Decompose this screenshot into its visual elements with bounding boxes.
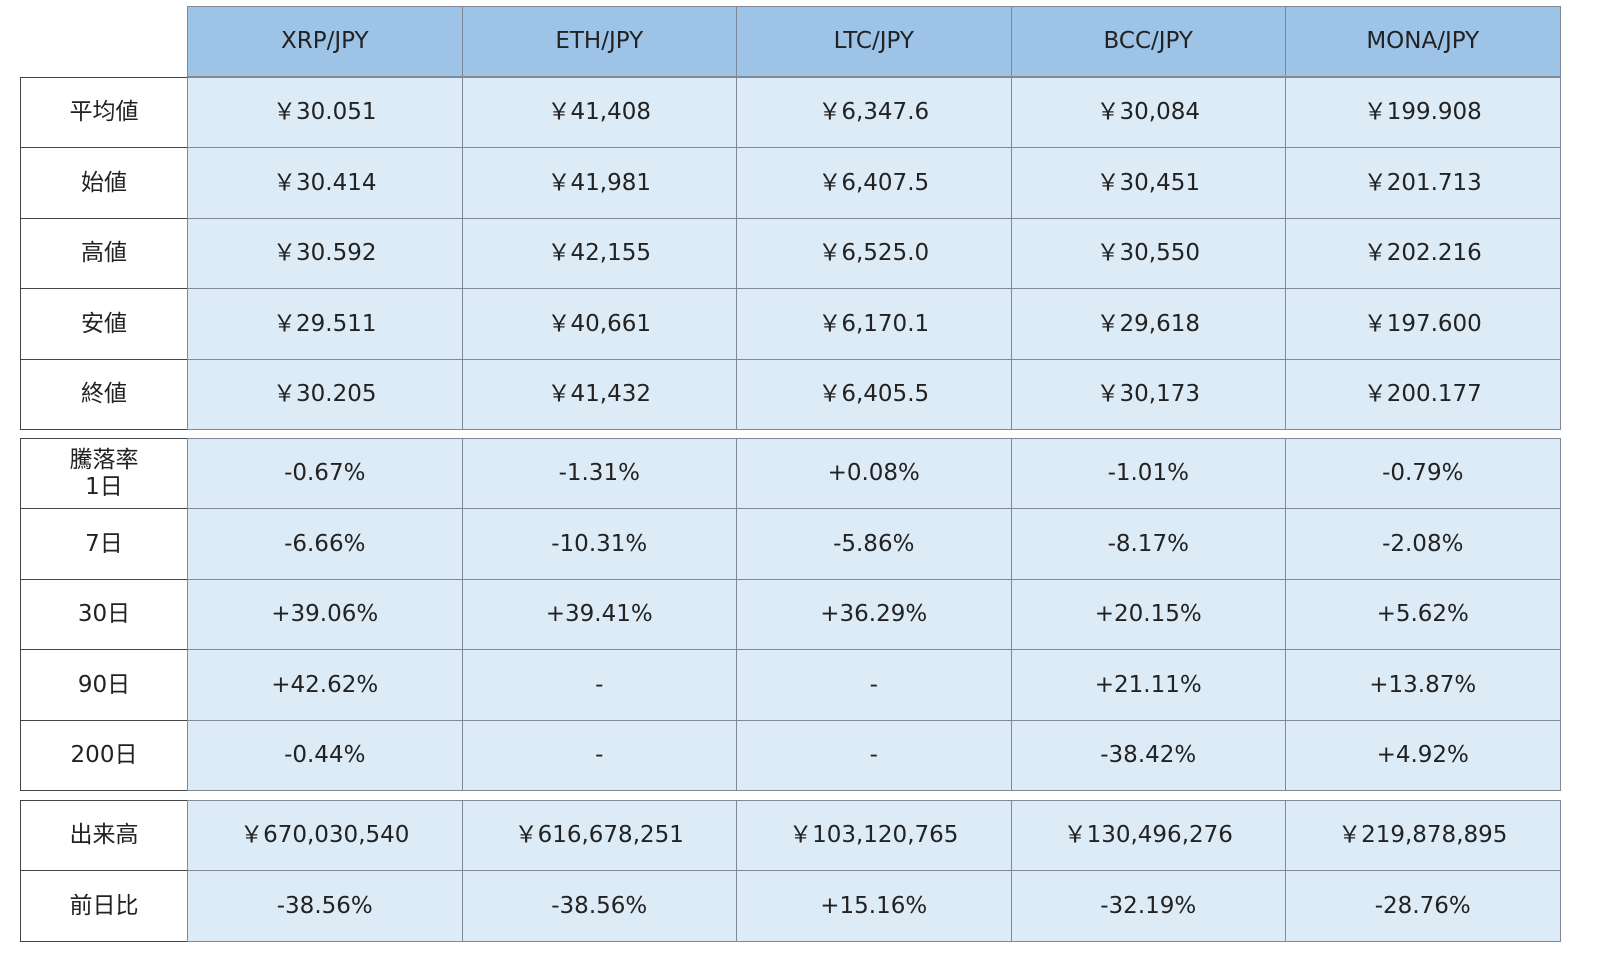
cell: -1.31%	[461, 438, 737, 510]
cell: -0.67%	[187, 438, 463, 510]
row-label: 平均値	[20, 77, 188, 149]
cell: ￥42,155	[461, 217, 737, 290]
cell: ￥6,405.5	[736, 358, 1012, 430]
cell: ￥30.205	[187, 358, 463, 430]
cell: -5.86%	[736, 508, 1012, 580]
cell: +13.87%	[1285, 649, 1561, 721]
cell: ￥201.713	[1285, 147, 1561, 219]
cell: ￥6,347.6	[736, 77, 1012, 149]
cell: ￥30,084	[1010, 77, 1286, 149]
row-label: 前日比	[20, 870, 188, 942]
column-header: XRP/JPY	[187, 6, 463, 77]
cell: -0.79%	[1285, 438, 1561, 510]
cell: -8.17%	[1010, 508, 1286, 580]
row-label: 高値	[20, 217, 188, 290]
cell: -38.56%	[461, 870, 737, 942]
cell: +4.92%	[1285, 719, 1561, 791]
cell: -2.08%	[1285, 508, 1561, 580]
cell: ￥6,525.0	[736, 217, 1012, 290]
cell: ￥30.051	[187, 77, 463, 149]
cell: +36.29%	[736, 578, 1012, 651]
cell: +39.41%	[461, 578, 737, 651]
cell: ￥41,432	[461, 358, 737, 430]
cell: -28.76%	[1285, 870, 1561, 942]
cell: ￥41,408	[461, 77, 737, 149]
cell: +39.06%	[187, 578, 463, 651]
cell: ￥41,981	[461, 147, 737, 219]
row-label: 200日	[20, 719, 188, 791]
cell: ￥103,120,765	[736, 800, 1012, 872]
row-label: 終値	[20, 358, 188, 430]
cell: +42.62%	[187, 649, 463, 721]
row-label: 騰落率 1日	[20, 438, 188, 510]
cell: ￥670,030,540	[187, 800, 463, 872]
cell: ￥130,496,276	[1010, 800, 1286, 872]
cell: ￥29,618	[1010, 288, 1286, 360]
row-label: 30日	[20, 578, 188, 651]
column-header: ETH/JPY	[461, 6, 737, 77]
column-header: MONA/JPY	[1285, 6, 1561, 77]
cell: -	[461, 649, 737, 721]
cell: -38.56%	[187, 870, 463, 942]
cell: ￥40,661	[461, 288, 737, 360]
cell: ￥30,451	[1010, 147, 1286, 219]
cell: ￥202.216	[1285, 217, 1561, 290]
cell: ￥29.511	[187, 288, 463, 360]
cell: -32.19%	[1010, 870, 1286, 942]
row-label: 90日	[20, 649, 188, 721]
cell: +20.15%	[1010, 578, 1286, 651]
cell: +21.11%	[1010, 649, 1286, 721]
cell: +5.62%	[1285, 578, 1561, 651]
column-header: LTC/JPY	[736, 6, 1012, 77]
cell: -	[736, 719, 1012, 791]
row-label: 7日	[20, 508, 188, 580]
cell: +0.08%	[736, 438, 1012, 510]
row-label: 安値	[20, 288, 188, 360]
cell: -0.44%	[187, 719, 463, 791]
cell: -6.66%	[187, 508, 463, 580]
cell: ￥197.600	[1285, 288, 1561, 360]
cell: ￥30.592	[187, 217, 463, 290]
cell: -1.01%	[1010, 438, 1286, 510]
cell: -	[461, 719, 737, 791]
cell: -	[736, 649, 1012, 721]
cell: ￥616,678,251	[461, 800, 737, 872]
cell: ￥6,407.5	[736, 147, 1012, 219]
column-header: BCC/JPY	[1010, 6, 1286, 77]
row-label: 出来高	[20, 800, 188, 872]
row-label: 始値	[20, 147, 188, 219]
cell: +15.16%	[736, 870, 1012, 942]
cell: ￥199.908	[1285, 77, 1561, 149]
cell: -38.42%	[1010, 719, 1286, 791]
cell: ￥200.177	[1285, 358, 1561, 430]
cell: ￥6,170.1	[736, 288, 1012, 360]
cell: ￥30.414	[187, 147, 463, 219]
cell: ￥30,550	[1010, 217, 1286, 290]
cell: ￥219,878,895	[1285, 800, 1561, 872]
cell: -10.31%	[461, 508, 737, 580]
cell: ￥30,173	[1010, 358, 1286, 430]
